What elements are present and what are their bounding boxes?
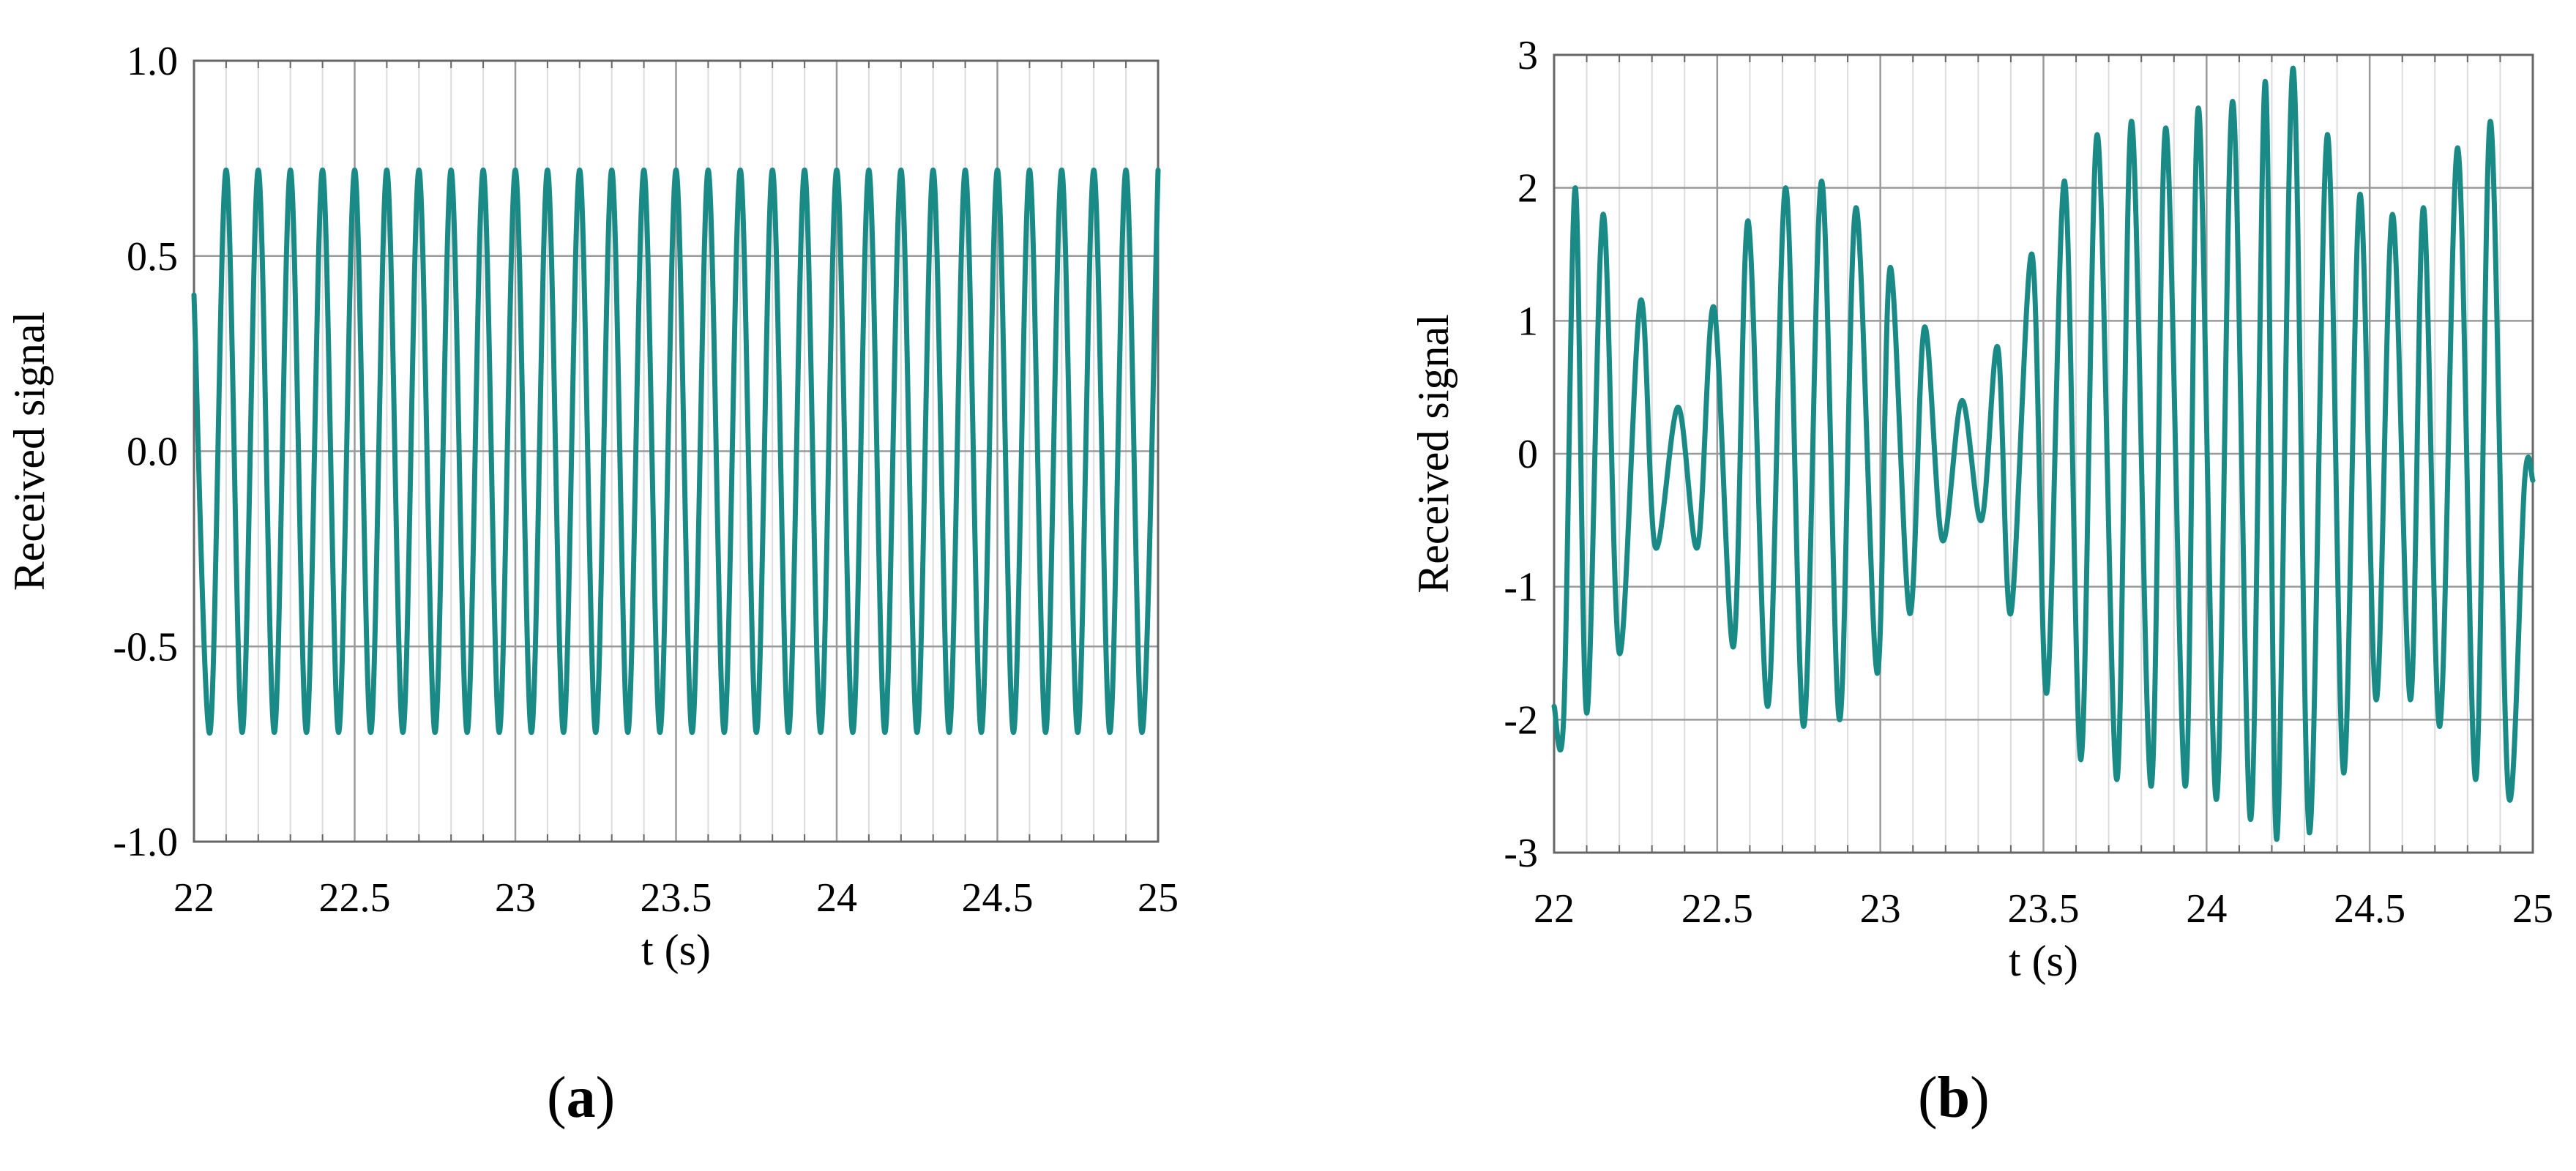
y-tick-label: 0.5 xyxy=(127,234,178,280)
x-axis-label: t (s) xyxy=(2009,937,2078,985)
panel-label-b: (b) xyxy=(1918,1066,1990,1130)
x-tick-label: 25 xyxy=(2512,886,2553,932)
y-axis-label: Received signal xyxy=(1409,314,1457,594)
panel-label-a: (a) xyxy=(547,1066,616,1130)
x-tick-label: 24.5 xyxy=(2334,886,2405,932)
x-tick-label: 25 xyxy=(1138,875,1179,921)
y-tick-label: -0.5 xyxy=(113,624,178,670)
y-tick-label: 0.0 xyxy=(127,430,178,475)
series-line xyxy=(191,167,1161,736)
x-axis-label: t (s) xyxy=(641,926,711,974)
y-tick-label: 1 xyxy=(1517,299,1538,344)
panel-label-b-letter: b xyxy=(1937,1066,1971,1130)
x-tick-label: 23.5 xyxy=(2008,886,2080,932)
y-axis-label: Received signal xyxy=(5,312,53,591)
x-tick-label: 24 xyxy=(816,875,857,921)
x-tick-label: 23.5 xyxy=(641,875,712,921)
x-tick-label: 24.5 xyxy=(962,875,1034,921)
x-tick-label: 22 xyxy=(173,875,214,921)
chart-a: 22 22.5 23 23.5 24 24.5 25 -1.0 -0.5 0.0 0.5 1.0 t (… xyxy=(5,39,1179,974)
x-tick-label: 23 xyxy=(1860,886,1901,932)
y-tick-label: 1.0 xyxy=(127,39,178,84)
x-tick-label: 22 xyxy=(1534,886,1575,932)
plot-frame xyxy=(1553,53,2534,854)
y-tick-label: 0 xyxy=(1517,432,1538,477)
panel-label-a-letter: a xyxy=(566,1066,596,1130)
series-line xyxy=(1551,65,2536,842)
y-tick-label: -2 xyxy=(1504,697,1538,743)
x-tick-label: 24 xyxy=(2186,886,2227,932)
y-tick-label: -1 xyxy=(1504,565,1538,610)
y-tick-label: 2 xyxy=(1517,166,1538,212)
x-tick-label: 22.5 xyxy=(1681,886,1753,932)
plot-frame xyxy=(193,59,1160,843)
y-tick-label: -1.0 xyxy=(113,820,178,865)
x-tick-label: 22.5 xyxy=(319,875,391,921)
y-tick-label: 3 xyxy=(1517,33,1538,78)
y-tick-label: -3 xyxy=(1504,831,1538,876)
x-tick-label: 23 xyxy=(495,875,536,921)
